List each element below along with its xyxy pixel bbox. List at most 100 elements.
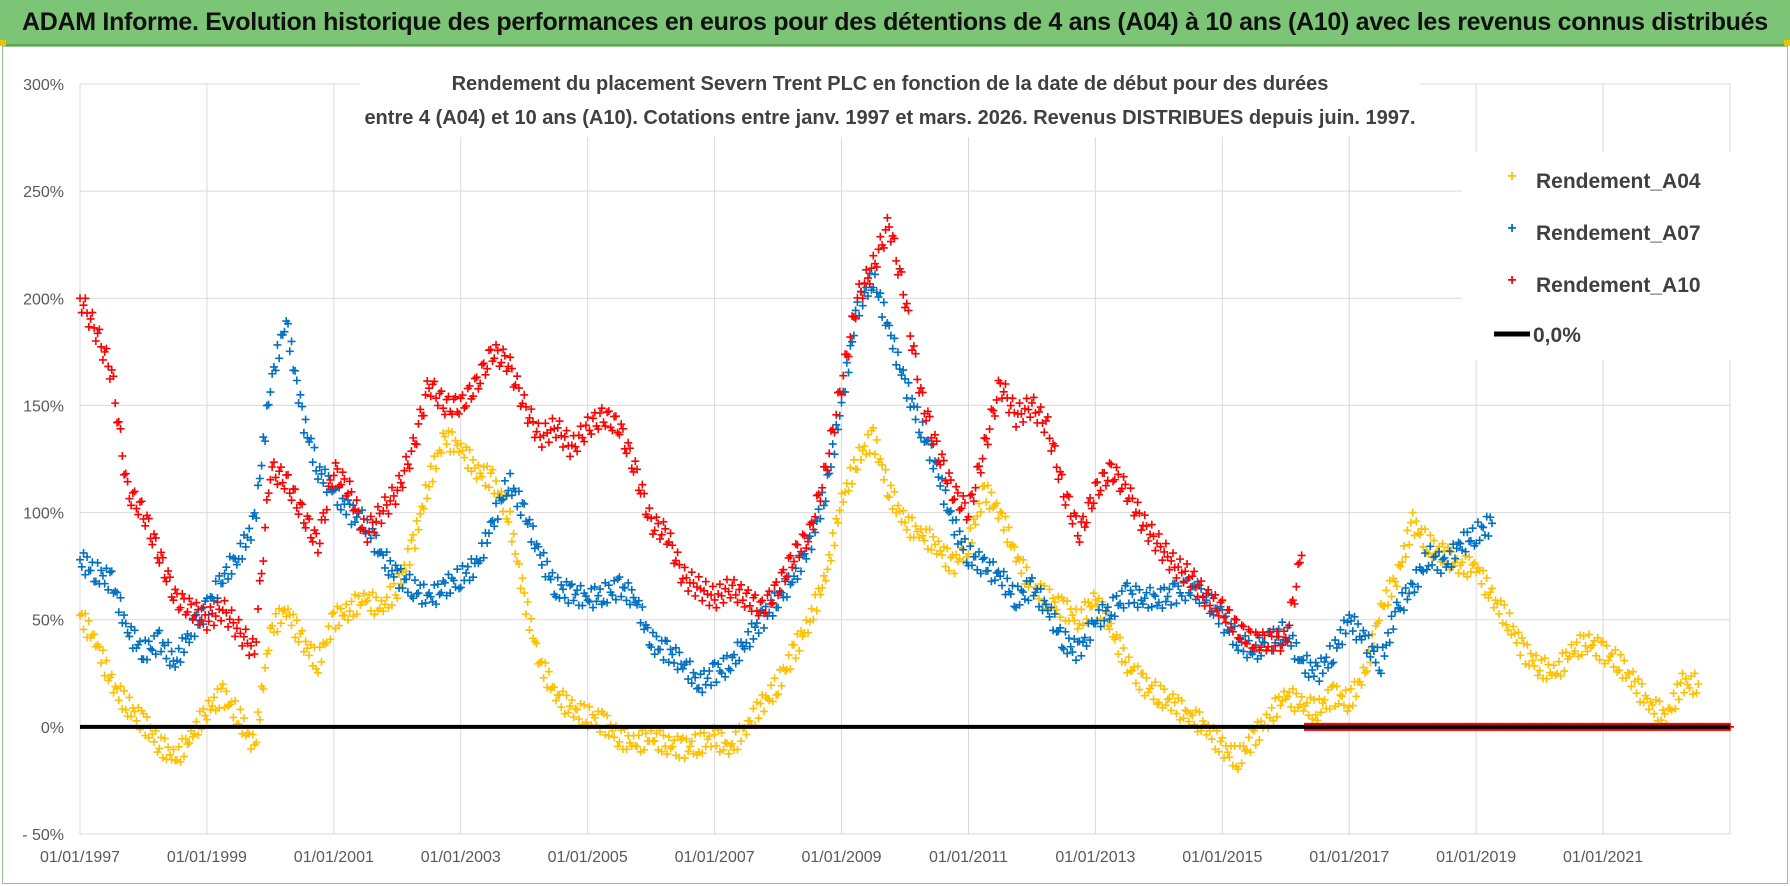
data-point <box>368 518 377 527</box>
data-point <box>380 493 389 502</box>
data-point <box>1165 585 1174 594</box>
data-point <box>169 596 178 605</box>
data-point <box>1302 651 1311 660</box>
data-point <box>393 566 402 575</box>
data-point <box>419 580 428 589</box>
data-point <box>872 288 881 297</box>
data-point <box>1406 518 1415 527</box>
data-point <box>814 505 823 514</box>
data-point <box>1354 619 1363 628</box>
data-point <box>828 528 837 537</box>
data-point <box>596 409 605 418</box>
data-point <box>872 263 881 272</box>
data-point <box>1463 572 1472 581</box>
data-point <box>990 411 999 420</box>
data-point <box>315 643 324 652</box>
data-point <box>359 515 368 524</box>
data-point <box>1188 572 1197 581</box>
data-point <box>1364 631 1373 640</box>
data-point <box>395 569 404 578</box>
data-point <box>1451 554 1459 563</box>
data-point <box>828 440 837 449</box>
data-point <box>1391 577 1400 586</box>
data-point <box>114 696 123 705</box>
data-point <box>79 301 88 310</box>
data-point <box>689 579 698 588</box>
data-point <box>1405 589 1414 598</box>
legend-a04-label: Rendement_A04 <box>1536 170 1701 193</box>
data-point <box>313 548 322 557</box>
data-point <box>994 514 1003 523</box>
data-point <box>81 609 90 618</box>
data-point <box>1202 589 1211 598</box>
data-point <box>807 545 816 554</box>
data-point <box>1130 598 1139 607</box>
data-point <box>1604 656 1613 665</box>
data-point <box>116 593 125 602</box>
data-point <box>622 449 631 458</box>
data-point <box>162 577 171 586</box>
data-point <box>232 624 241 633</box>
data-point <box>633 465 642 474</box>
data-point <box>1119 472 1128 481</box>
data-point <box>178 589 187 598</box>
data-point <box>194 605 203 614</box>
data-point <box>1309 695 1318 704</box>
data-point <box>1140 594 1149 603</box>
data-point <box>1220 613 1229 622</box>
data-point <box>1341 686 1350 695</box>
data-point <box>1332 682 1341 691</box>
data-point <box>795 553 804 562</box>
x-tick-label: 01/01/1997 <box>40 849 120 866</box>
data-point <box>178 633 187 642</box>
data-point <box>157 548 166 557</box>
data-point <box>1283 692 1292 701</box>
data-point <box>758 596 767 605</box>
data-point <box>1246 748 1255 757</box>
data-point <box>1079 512 1088 521</box>
data-point <box>872 435 881 444</box>
data-point <box>1574 652 1583 661</box>
data-point <box>657 530 666 539</box>
data-point <box>1094 605 1103 614</box>
data-point <box>1103 476 1112 485</box>
data-point <box>804 628 813 637</box>
data-point <box>1251 740 1260 749</box>
data-point <box>428 477 437 486</box>
data-point <box>1555 657 1564 666</box>
data-point <box>1287 702 1296 711</box>
data-point <box>1285 621 1294 630</box>
data-point <box>1678 669 1687 678</box>
data-point <box>1105 459 1114 468</box>
data-point <box>765 587 774 596</box>
data-point <box>382 548 391 557</box>
data-point <box>1154 598 1163 607</box>
data-point <box>128 488 137 497</box>
data-point <box>1528 656 1537 665</box>
data-point <box>289 610 298 619</box>
data-point <box>1387 592 1396 601</box>
data-point <box>232 560 241 569</box>
data-point <box>165 750 174 759</box>
data-point <box>698 749 707 758</box>
data-point <box>680 754 689 763</box>
data-point <box>447 410 456 419</box>
data-point <box>407 447 416 456</box>
data-point <box>194 730 203 739</box>
data-point <box>1392 598 1401 607</box>
data-point <box>1519 639 1528 648</box>
data-point <box>885 493 894 502</box>
data-point <box>655 645 664 654</box>
data-point <box>97 566 106 575</box>
data-point <box>521 610 530 619</box>
data-point <box>1005 523 1014 532</box>
data-point <box>165 661 174 670</box>
data-point <box>1292 582 1301 591</box>
data-point <box>537 657 546 666</box>
data-point <box>1396 562 1405 571</box>
data-point <box>837 489 846 498</box>
data-point <box>936 481 945 490</box>
data-point <box>1512 638 1521 647</box>
data-point <box>1221 618 1230 627</box>
data-point <box>484 483 493 492</box>
